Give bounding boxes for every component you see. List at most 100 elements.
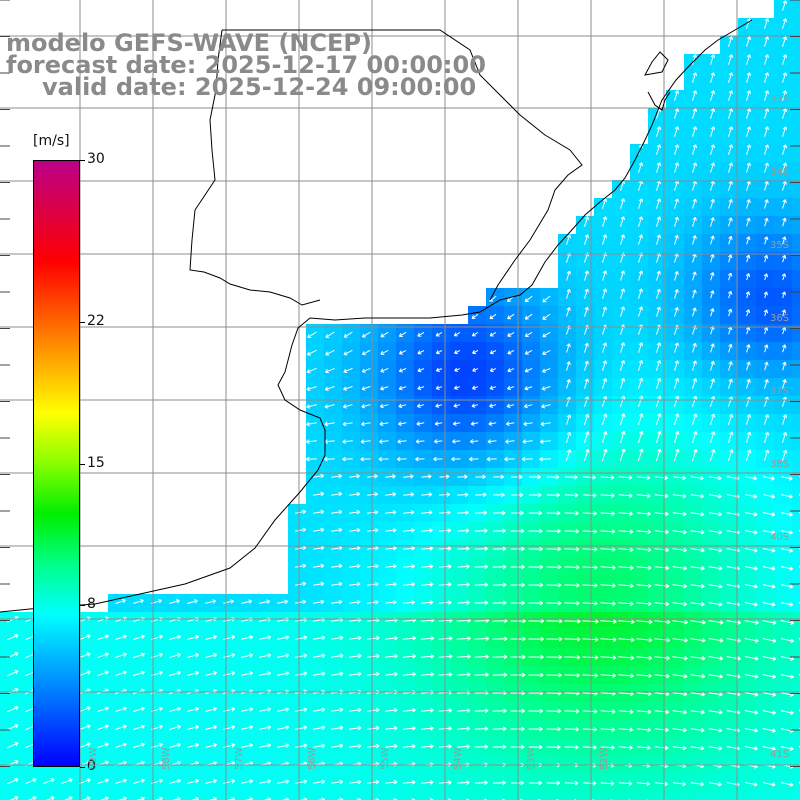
wind-arrow <box>204 724 217 730</box>
wind-arrow <box>306 386 317 391</box>
wind-arrow <box>540 421 551 427</box>
wind-arrow <box>294 653 308 658</box>
wind-arrow <box>471 403 479 408</box>
wind-arrow <box>456 546 470 551</box>
wind-arrow <box>528 636 544 642</box>
wind-arrow <box>782 90 788 101</box>
wind-arrow <box>379 403 389 409</box>
wind-arrow <box>240 779 254 784</box>
wind-arrow <box>307 331 317 338</box>
wind-arrow <box>276 635 290 640</box>
wind-arrow <box>564 673 580 678</box>
wind-arrow <box>690 547 705 553</box>
wind-arrow <box>204 778 217 784</box>
latitude-label: 36S <box>770 313 790 324</box>
wind-arrow <box>276 707 290 712</box>
wind-arrow <box>6 634 19 641</box>
wind-arrow <box>6 706 19 713</box>
wind-arrow <box>348 725 362 731</box>
wind-arrow <box>474 780 488 786</box>
wind-arrow <box>710 360 715 371</box>
wind-arrow <box>259 599 271 604</box>
wind-arrow <box>762 638 777 643</box>
wind-arrow <box>638 270 643 281</box>
wind-arrow <box>620 216 626 227</box>
wind-arrow <box>489 385 497 390</box>
wind-arrow <box>361 349 371 356</box>
wind-arrow <box>690 781 704 787</box>
wind-arrow <box>637 360 644 371</box>
wind-arrow <box>276 743 290 748</box>
speed-cell <box>792 378 800 397</box>
wind-arrow <box>325 349 335 356</box>
wind-arrow <box>708 745 723 751</box>
wind-arrow <box>636 781 651 787</box>
wind-arrow <box>656 216 661 227</box>
speed-cell <box>108 792 127 800</box>
wind-arrow <box>528 492 542 498</box>
wind-arrow <box>584 396 590 407</box>
wind-arrow <box>366 725 380 731</box>
wind-arrow <box>709 396 716 407</box>
wind-arrow <box>619 413 626 426</box>
wind-arrow <box>636 673 652 679</box>
wind-arrow <box>782 72 788 83</box>
wind-arrow <box>96 652 109 659</box>
wind-arrow <box>546 474 560 480</box>
wind-arrow <box>524 368 533 373</box>
wind-arrow <box>132 652 145 659</box>
wind-arrow <box>601 378 608 389</box>
wind-arrow <box>564 564 580 570</box>
speed-cell <box>324 792 343 800</box>
wind-arrow <box>636 745 651 751</box>
wind-arrow <box>78 634 91 641</box>
wind-arrow <box>402 725 416 731</box>
wind-arrow <box>546 618 563 624</box>
wind-arrow <box>636 547 652 553</box>
wind-arrow <box>367 527 379 533</box>
wind-arrow <box>331 581 343 587</box>
wind-arrow <box>584 270 589 281</box>
wind-arrow <box>672 529 687 535</box>
wind-arrow <box>96 724 109 731</box>
wind-arrow <box>782 236 787 245</box>
wind-arrow <box>451 456 461 462</box>
wind-arrow <box>114 742 127 749</box>
wind-arrow <box>96 670 109 677</box>
wind-arrow <box>636 475 651 481</box>
wind-arrow <box>564 744 579 750</box>
wind-arrow <box>618 529 634 535</box>
wind-arrow <box>564 510 579 516</box>
wind-arrow <box>384 707 398 713</box>
wind-arrow <box>672 709 687 715</box>
wind-arrow <box>708 728 723 733</box>
wind-arrow <box>542 313 551 320</box>
wind-arrow <box>728 217 733 227</box>
wind-arrow <box>691 395 698 407</box>
wind-arrow <box>710 272 715 281</box>
wind-arrow <box>204 742 217 748</box>
wind-arrow <box>402 779 416 785</box>
wind-arrow <box>764 54 770 65</box>
wind-arrow <box>636 529 652 535</box>
wind-vector-field <box>6 0 800 800</box>
wind-arrow <box>782 36 788 47</box>
wind-arrow <box>674 162 680 173</box>
wind-arrow <box>602 306 607 317</box>
wind-arrow <box>520 798 523 800</box>
wind-arrow <box>672 727 687 733</box>
wind-arrow <box>638 234 643 245</box>
longitude-label: 52W <box>599 747 610 770</box>
wind-arrow <box>782 108 788 119</box>
wind-arrow <box>780 674 794 679</box>
wind-arrow <box>600 619 617 624</box>
speed-cell <box>162 792 181 800</box>
wind-arrow <box>493 492 505 498</box>
wind-arrow <box>690 656 706 661</box>
speed-cell <box>738 792 757 800</box>
wind-arrow <box>582 511 597 516</box>
wind-arrow <box>656 126 662 137</box>
wind-arrow <box>132 778 145 785</box>
wind-arrow <box>295 599 307 605</box>
wind-arrow <box>510 780 524 786</box>
